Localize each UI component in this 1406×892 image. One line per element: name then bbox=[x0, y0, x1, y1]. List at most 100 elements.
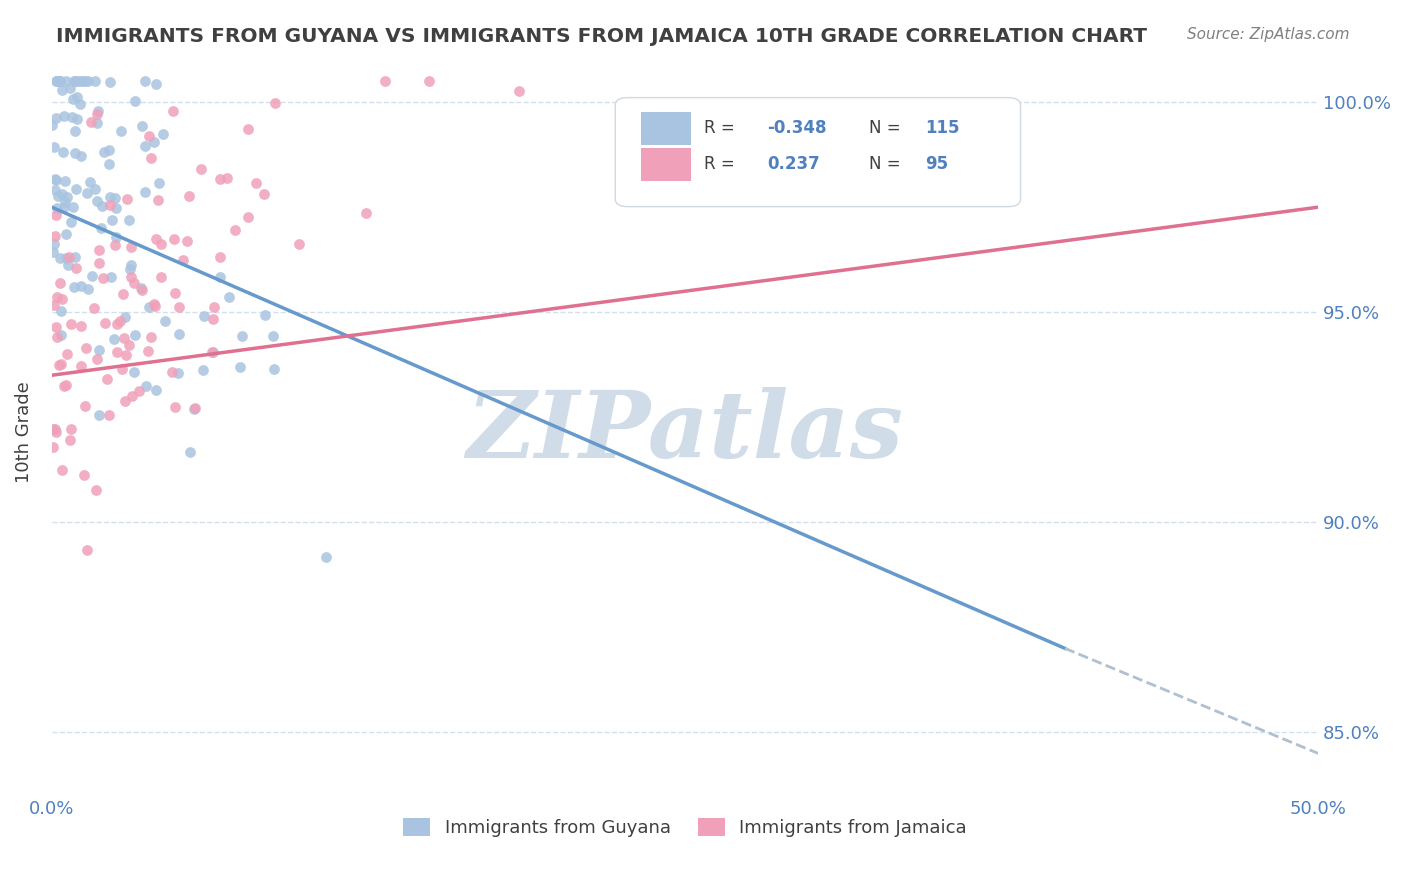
Text: ZIPatlas: ZIPatlas bbox=[467, 387, 904, 477]
Point bbox=[45, 208, 67, 222]
Point bbox=[98, 408, 121, 422]
Point bbox=[163, 400, 186, 414]
Text: N =: N = bbox=[869, 120, 905, 137]
Point bbox=[111, 362, 134, 376]
Point bbox=[163, 285, 186, 300]
Point bbox=[134, 139, 156, 153]
Point bbox=[51, 328, 73, 343]
Point bbox=[254, 308, 277, 322]
Point bbox=[354, 205, 377, 219]
Text: R =: R = bbox=[704, 155, 740, 173]
FancyBboxPatch shape bbox=[616, 97, 1021, 207]
Point bbox=[118, 262, 141, 277]
Point bbox=[229, 359, 252, 374]
Point bbox=[53, 109, 76, 123]
Point bbox=[79, 176, 101, 190]
Point bbox=[46, 290, 69, 304]
Point bbox=[45, 74, 67, 88]
Point bbox=[129, 280, 152, 294]
Point bbox=[55, 74, 77, 88]
Point bbox=[73, 399, 96, 413]
Point bbox=[48, 251, 70, 265]
FancyBboxPatch shape bbox=[641, 148, 692, 181]
Point bbox=[114, 394, 136, 409]
Point bbox=[215, 170, 238, 185]
Point bbox=[118, 213, 141, 227]
Point bbox=[87, 343, 110, 358]
Point bbox=[104, 230, 127, 244]
Point bbox=[117, 338, 139, 352]
Point bbox=[65, 124, 87, 138]
Point bbox=[87, 103, 110, 118]
Point bbox=[86, 351, 108, 366]
Point bbox=[201, 345, 224, 359]
Point bbox=[46, 189, 69, 203]
Text: R =: R = bbox=[704, 120, 740, 137]
Point bbox=[96, 372, 118, 386]
Point bbox=[69, 97, 91, 112]
Point bbox=[150, 236, 173, 251]
Point bbox=[86, 194, 108, 208]
Point bbox=[128, 384, 150, 399]
Point bbox=[143, 135, 166, 149]
Point bbox=[62, 279, 84, 293]
Point bbox=[55, 251, 77, 265]
Point bbox=[124, 94, 146, 108]
Point bbox=[262, 329, 284, 343]
Point bbox=[66, 90, 89, 104]
Point bbox=[69, 74, 91, 88]
Point bbox=[52, 200, 75, 214]
Point bbox=[163, 232, 186, 246]
Point bbox=[41, 118, 63, 132]
Point bbox=[104, 191, 127, 205]
Point bbox=[231, 328, 253, 343]
Point bbox=[202, 345, 225, 359]
Point bbox=[97, 157, 120, 171]
Point bbox=[83, 301, 105, 315]
Point bbox=[76, 186, 98, 200]
Text: Source: ZipAtlas.com: Source: ZipAtlas.com bbox=[1187, 27, 1350, 42]
Point bbox=[76, 543, 98, 558]
Point bbox=[42, 236, 65, 251]
Point bbox=[44, 182, 66, 196]
Point bbox=[191, 363, 214, 377]
Point bbox=[122, 276, 145, 290]
Point bbox=[84, 74, 107, 88]
Point bbox=[111, 286, 134, 301]
Point bbox=[263, 361, 285, 376]
Point bbox=[138, 128, 160, 143]
Point bbox=[66, 112, 89, 126]
Point bbox=[167, 327, 190, 342]
Text: 0.237: 0.237 bbox=[768, 155, 820, 173]
Point bbox=[76, 282, 98, 296]
Point bbox=[53, 194, 76, 209]
Point bbox=[53, 174, 76, 188]
Point bbox=[121, 389, 143, 403]
Point bbox=[94, 316, 117, 330]
Point bbox=[105, 345, 128, 359]
Point bbox=[162, 104, 184, 119]
Point bbox=[59, 215, 82, 229]
Point bbox=[60, 422, 83, 436]
Point bbox=[45, 329, 67, 343]
Point bbox=[72, 74, 94, 88]
Point bbox=[65, 74, 87, 88]
Point bbox=[141, 330, 163, 344]
Point bbox=[75, 74, 97, 88]
Point bbox=[53, 378, 76, 392]
Point bbox=[52, 145, 75, 159]
Point bbox=[190, 162, 212, 177]
Point bbox=[90, 220, 112, 235]
Point bbox=[100, 270, 122, 285]
Point bbox=[51, 83, 73, 97]
Point bbox=[86, 483, 108, 497]
Point bbox=[44, 422, 66, 436]
Point bbox=[69, 279, 91, 293]
Point bbox=[134, 74, 156, 88]
Point bbox=[65, 182, 87, 196]
Point bbox=[70, 359, 93, 373]
Point bbox=[224, 223, 246, 237]
Point bbox=[75, 342, 97, 356]
Text: 115: 115 bbox=[925, 120, 960, 137]
Point bbox=[110, 314, 132, 328]
